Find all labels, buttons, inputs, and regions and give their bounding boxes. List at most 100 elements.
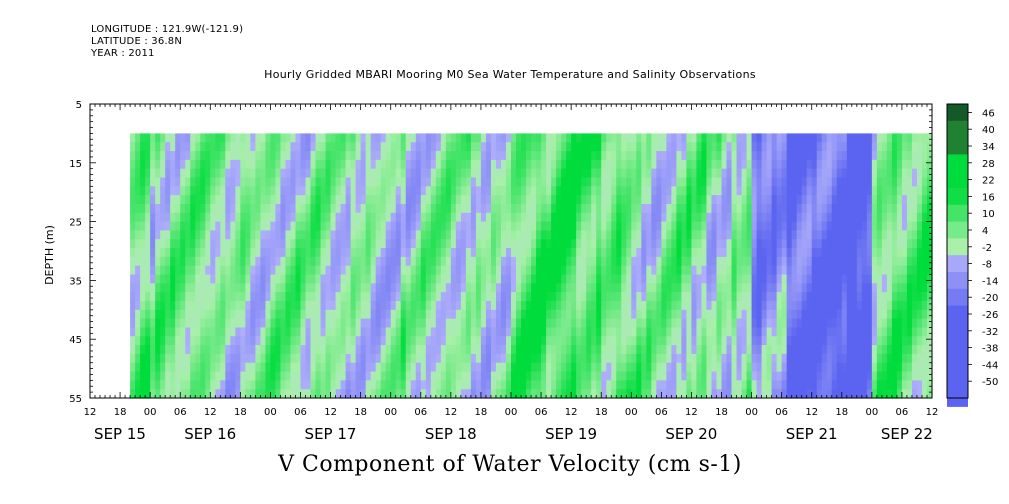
heatmap-cell bbox=[265, 389, 272, 399]
heatmap-cell bbox=[791, 133, 798, 143]
heatmap-cell bbox=[500, 345, 507, 355]
heatmap-cell bbox=[145, 151, 151, 161]
heatmap-cell bbox=[220, 345, 226, 355]
heatmap-cell bbox=[475, 362, 482, 373]
heatmap-cell bbox=[881, 300, 888, 311]
heatmap-cell bbox=[521, 159, 527, 170]
heatmap-cell bbox=[636, 265, 642, 276]
heatmap-cell bbox=[521, 283, 527, 293]
heatmap-cell bbox=[661, 292, 667, 302]
heatmap-cell bbox=[180, 292, 186, 302]
heatmap-cell bbox=[621, 248, 627, 258]
heatmap-cell bbox=[500, 309, 507, 320]
heatmap-cell bbox=[170, 389, 176, 399]
heatmap-cell bbox=[771, 274, 778, 284]
heatmap-cell bbox=[475, 239, 482, 249]
heatmap-cell bbox=[375, 239, 382, 249]
heatmap-cell bbox=[896, 142, 903, 152]
heatmap-cell bbox=[856, 265, 863, 276]
heatmap-cell bbox=[135, 353, 141, 364]
heatmap-cell bbox=[641, 318, 647, 329]
heatmap-cell bbox=[305, 362, 312, 373]
heatmap-cell bbox=[160, 177, 166, 187]
heatmap-cell bbox=[806, 345, 813, 355]
heatmap-cell bbox=[626, 380, 632, 390]
heatmap-cell bbox=[305, 327, 312, 337]
heatmap-cell bbox=[385, 389, 392, 399]
heatmap-cell bbox=[536, 318, 542, 329]
heatmap-cell bbox=[581, 265, 587, 276]
heatmap-cell bbox=[701, 380, 708, 390]
heatmap-cell bbox=[315, 274, 322, 284]
heatmap-cell bbox=[851, 336, 858, 346]
heatmap-cell bbox=[556, 336, 562, 346]
heatmap-cell bbox=[160, 142, 166, 152]
heatmap-cell bbox=[926, 186, 933, 196]
heatmap-cell bbox=[460, 186, 467, 196]
heatmap-cell bbox=[345, 256, 352, 267]
heatmap-cell bbox=[876, 159, 883, 170]
heatmap-cell bbox=[531, 345, 537, 355]
heatmap-cell bbox=[385, 256, 392, 267]
heatmap-cell bbox=[240, 362, 246, 373]
heatmap-cell bbox=[170, 133, 176, 143]
heatmap-cell bbox=[300, 239, 307, 249]
heatmap-cell bbox=[831, 362, 838, 373]
heatmap-cell bbox=[475, 327, 482, 337]
heatmap-cell bbox=[621, 195, 627, 205]
heatmap-cell bbox=[275, 353, 282, 364]
heatmap-cell bbox=[561, 380, 567, 390]
heatmap-cell bbox=[916, 248, 923, 258]
heatmap-cell bbox=[586, 300, 592, 311]
heatmap-cell bbox=[676, 159, 682, 170]
heatmap-cell bbox=[711, 186, 718, 196]
heatmap-cell bbox=[771, 336, 778, 346]
heatmap-cell bbox=[270, 151, 277, 161]
heatmap-cell bbox=[531, 248, 537, 258]
heatmap-cell bbox=[280, 265, 287, 276]
heatmap-cell bbox=[505, 336, 512, 346]
heatmap-cell bbox=[245, 159, 251, 170]
heatmap-cell bbox=[591, 133, 597, 143]
heatmap-cell bbox=[691, 274, 698, 284]
heatmap-cell bbox=[511, 203, 517, 214]
heatmap-cell bbox=[285, 239, 292, 249]
heatmap-cell bbox=[841, 336, 848, 346]
heatmap-cell bbox=[901, 353, 908, 364]
heatmap-cell bbox=[410, 362, 417, 373]
heatmap-cell bbox=[200, 283, 206, 293]
heatmap-cell bbox=[521, 274, 527, 284]
heatmap-cell bbox=[210, 177, 216, 187]
heatmap-cell bbox=[415, 327, 422, 337]
heatmap-cell bbox=[761, 283, 768, 293]
heatmap-cell bbox=[350, 239, 357, 249]
heatmap-cell bbox=[736, 265, 743, 276]
heatmap-cell bbox=[265, 133, 272, 143]
heatmap-cell bbox=[370, 221, 377, 232]
heatmap-cell bbox=[786, 203, 793, 214]
heatmap-cell bbox=[681, 195, 688, 205]
heatmap-cell bbox=[485, 283, 492, 293]
heatmap-cell bbox=[300, 133, 307, 143]
heatmap-cell bbox=[150, 265, 156, 276]
heatmap-cell bbox=[325, 292, 332, 302]
heatmap-cell bbox=[536, 292, 542, 302]
heatmap-cell bbox=[611, 248, 617, 258]
heatmap-cell bbox=[706, 389, 713, 399]
heatmap-cell bbox=[546, 318, 552, 329]
heatmap-cell bbox=[851, 239, 858, 249]
heatmap-cell bbox=[390, 168, 397, 179]
heatmap-cell bbox=[781, 212, 788, 223]
heatmap-cell bbox=[480, 168, 487, 179]
heatmap-cell bbox=[696, 327, 703, 337]
heatmap-cell bbox=[460, 345, 467, 355]
heatmap-cell bbox=[871, 345, 878, 355]
heatmap-cell bbox=[866, 142, 873, 152]
heatmap-cell bbox=[636, 256, 642, 267]
heatmap-cell bbox=[651, 300, 657, 311]
heatmap-cell bbox=[916, 203, 923, 214]
heatmap-cell bbox=[601, 345, 607, 355]
heatmap-cell bbox=[270, 248, 277, 258]
heatmap-cell bbox=[150, 195, 156, 205]
heatmap-cell bbox=[546, 389, 552, 399]
